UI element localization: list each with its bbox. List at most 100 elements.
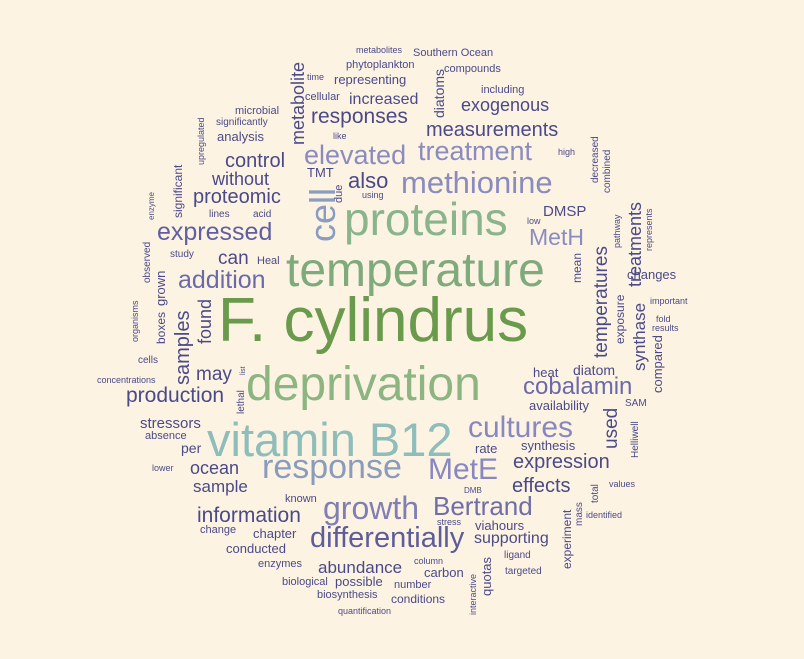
- word-quotas: quotas: [479, 556, 494, 596]
- word-proteomic: proteomic: [193, 186, 281, 208]
- word-found: found: [195, 298, 215, 344]
- word-biosynthesis: biosynthesis: [317, 589, 378, 601]
- word-change: change: [200, 524, 237, 536]
- word-low: low: [527, 216, 541, 226]
- word-lower: lower: [152, 463, 174, 473]
- word-ocean: ocean: [190, 458, 240, 478]
- word-values: values: [609, 479, 636, 489]
- word-microbial: microbial: [235, 105, 280, 117]
- word-carbon: carbon: [424, 565, 464, 580]
- word-information: information: [197, 504, 301, 527]
- word-heat: heat: [533, 365, 559, 380]
- word-viahours: viahours: [475, 518, 525, 533]
- word-cellular: cellular: [305, 91, 340, 103]
- word-dmsp: DMSP: [543, 203, 587, 220]
- word-biological: biological: [282, 576, 328, 588]
- word-represents: represents: [644, 208, 654, 251]
- word-metabolites: metabolites: [356, 45, 403, 55]
- word-important: important: [650, 296, 688, 306]
- word-possible: possible: [335, 574, 383, 589]
- word-observed: observed: [142, 241, 153, 283]
- word-supporting: supporting: [474, 530, 549, 547]
- word-treatment: treatment: [418, 136, 533, 166]
- word-responses: responses: [311, 105, 408, 128]
- word-heal: Heal: [257, 255, 280, 267]
- word-metabolite: metabolite: [288, 61, 308, 145]
- word-meth: MetH: [529, 224, 584, 250]
- word-targeted: targeted: [505, 566, 542, 577]
- word-including: including: [481, 84, 525, 96]
- word-column: column: [414, 556, 444, 566]
- word-time: time: [307, 72, 325, 82]
- word-stressors: stressors: [140, 415, 201, 432]
- word-identified: identified: [586, 510, 623, 520]
- word-lines: lines: [209, 209, 230, 220]
- word-deprivation: deprivation: [246, 358, 481, 411]
- word-stress: stress: [437, 517, 462, 527]
- word-enzymes: enzymes: [258, 558, 303, 570]
- word-tmt: TMT: [307, 165, 334, 180]
- word-without: without: [212, 169, 270, 189]
- word-effects: effects: [512, 475, 571, 497]
- word-interactive: interactive: [468, 573, 478, 615]
- word-southern-ocean: Southern Ocean: [413, 47, 494, 59]
- word-acid: acid: [253, 209, 272, 220]
- word-helliwell: Helliwell: [630, 421, 641, 458]
- word-number: number: [394, 579, 432, 591]
- word-samples: samples: [172, 310, 194, 385]
- word-known: known: [285, 493, 317, 505]
- word-production: production: [126, 384, 225, 407]
- word-decreased: decreased: [590, 136, 601, 183]
- word-significant: significant: [171, 164, 185, 218]
- word-exogenous: exogenous: [461, 95, 550, 115]
- word-sam: SAM: [625, 398, 647, 409]
- word-per: per: [181, 440, 202, 456]
- word-analysis: analysis: [217, 129, 264, 144]
- word-can: can: [218, 248, 249, 269]
- word-mete: MetE: [428, 453, 499, 486]
- word-lethal: lethal: [236, 390, 247, 414]
- word-abundance: abundance: [318, 558, 403, 577]
- word-cultures: cultures: [468, 411, 574, 444]
- word-f-cylindrus: F. cylindrus: [218, 286, 529, 355]
- word-rate: rate: [475, 441, 498, 456]
- word-bertrand: Bertrand: [433, 491, 533, 521]
- word-study: study: [170, 249, 194, 260]
- word-diatoms: diatoms: [431, 68, 447, 118]
- word-synthase: synthase: [630, 302, 649, 371]
- word-addition: addition: [178, 266, 266, 294]
- word-methionine: methionine: [401, 165, 553, 200]
- word-also: also: [348, 168, 389, 193]
- word-may: may: [196, 364, 232, 385]
- word-diatom: diatom: [573, 362, 616, 378]
- word-quantification: quantification: [338, 606, 392, 616]
- word-concentrations: concentrations: [97, 375, 156, 385]
- word-fold: fold: [656, 314, 671, 324]
- word-representing: representing: [334, 72, 407, 87]
- word-synthesis: synthesis: [521, 438, 576, 453]
- word-boxes: boxes: [154, 311, 168, 344]
- word-expressed: expressed: [157, 218, 273, 246]
- word-absence: absence: [145, 430, 187, 442]
- word-cobalamin: cobalamin: [523, 373, 633, 400]
- word-control: control: [225, 150, 286, 172]
- word-temperatures: temperatures: [591, 246, 612, 358]
- word-grown: grown: [153, 270, 168, 306]
- word-total: total: [590, 484, 601, 503]
- word-increased: increased: [349, 91, 419, 108]
- word-availability: availability: [529, 398, 589, 413]
- word-conducted: conducted: [226, 541, 286, 556]
- word-compounds: compounds: [444, 63, 501, 75]
- word-growth: growth: [323, 490, 420, 526]
- word-enzyme: enzyme: [147, 191, 156, 220]
- word-expression: expression: [513, 451, 610, 473]
- word-like: like: [333, 131, 347, 141]
- word-results: results: [652, 323, 679, 333]
- word-high: high: [558, 147, 576, 157]
- word-compared: compared: [650, 335, 665, 393]
- word-response: response: [262, 448, 402, 486]
- word-pathway: pathway: [612, 214, 622, 248]
- word-temperature: temperature: [286, 244, 545, 297]
- word-ligand: ligand: [504, 550, 531, 561]
